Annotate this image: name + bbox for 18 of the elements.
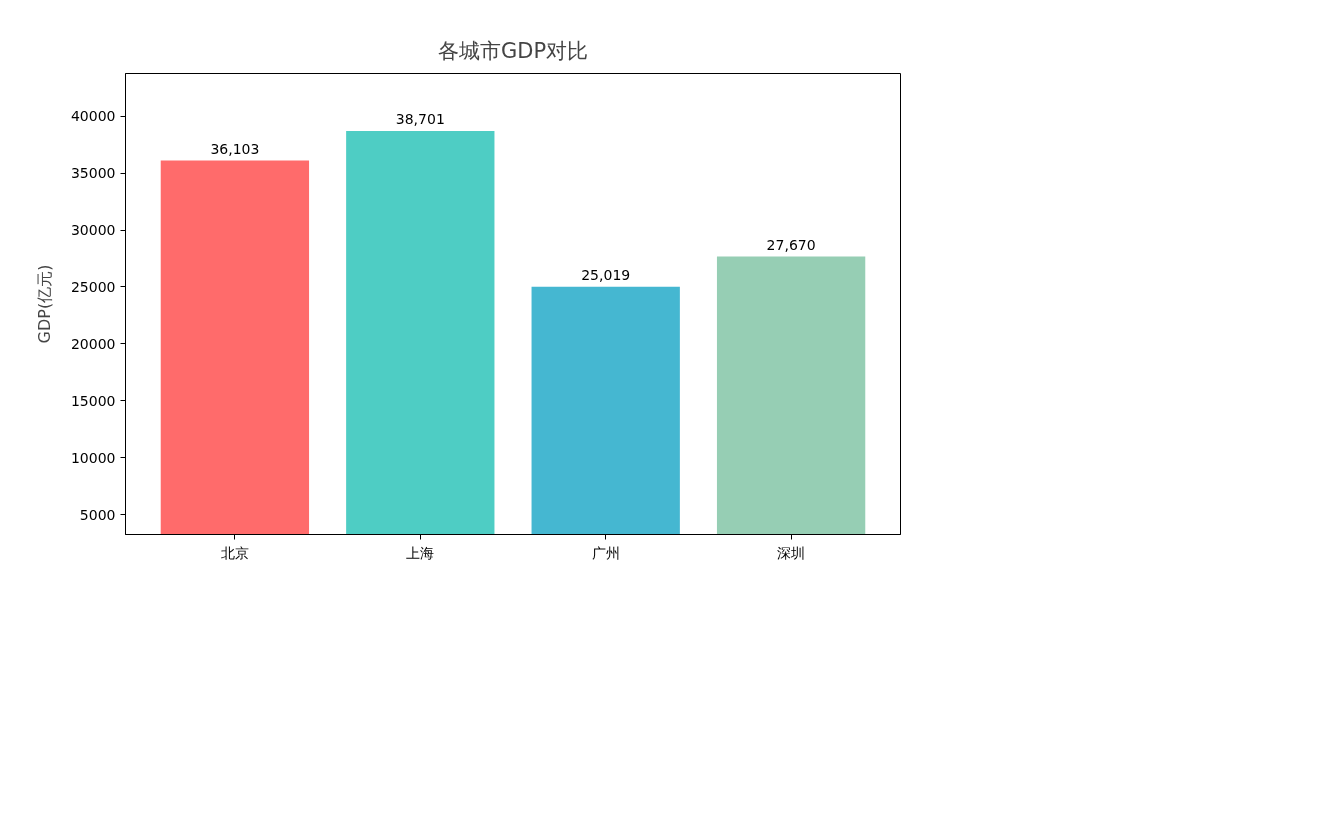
y-tick-label: 10000 [70, 449, 116, 466]
data-label: 38,701 [395, 110, 445, 127]
x-tick-label: 广州 [591, 544, 620, 561]
y-tick-label: 30000 [70, 222, 116, 239]
x-tick-label: 深圳 [777, 544, 806, 561]
data-label: 25,019 [581, 266, 631, 283]
y-tick-label: 25000 [70, 278, 116, 295]
x-tick-label: 上海 [406, 544, 435, 561]
data-label: 27,670 [766, 236, 816, 253]
y-tick-label: 15000 [70, 392, 116, 409]
y-tick-label: 20000 [70, 335, 116, 352]
y-tick-label: 35000 [70, 165, 116, 182]
x-tick-label: 北京 [220, 544, 249, 561]
y-tick-label: 5000 [79, 506, 116, 523]
y-axis-title: GDP(亿元) [34, 264, 54, 344]
y-tick-label: 40000 [70, 108, 116, 125]
data-label: 36,103 [210, 140, 260, 157]
chart-title: 各城市GDP对比 [437, 38, 589, 63]
